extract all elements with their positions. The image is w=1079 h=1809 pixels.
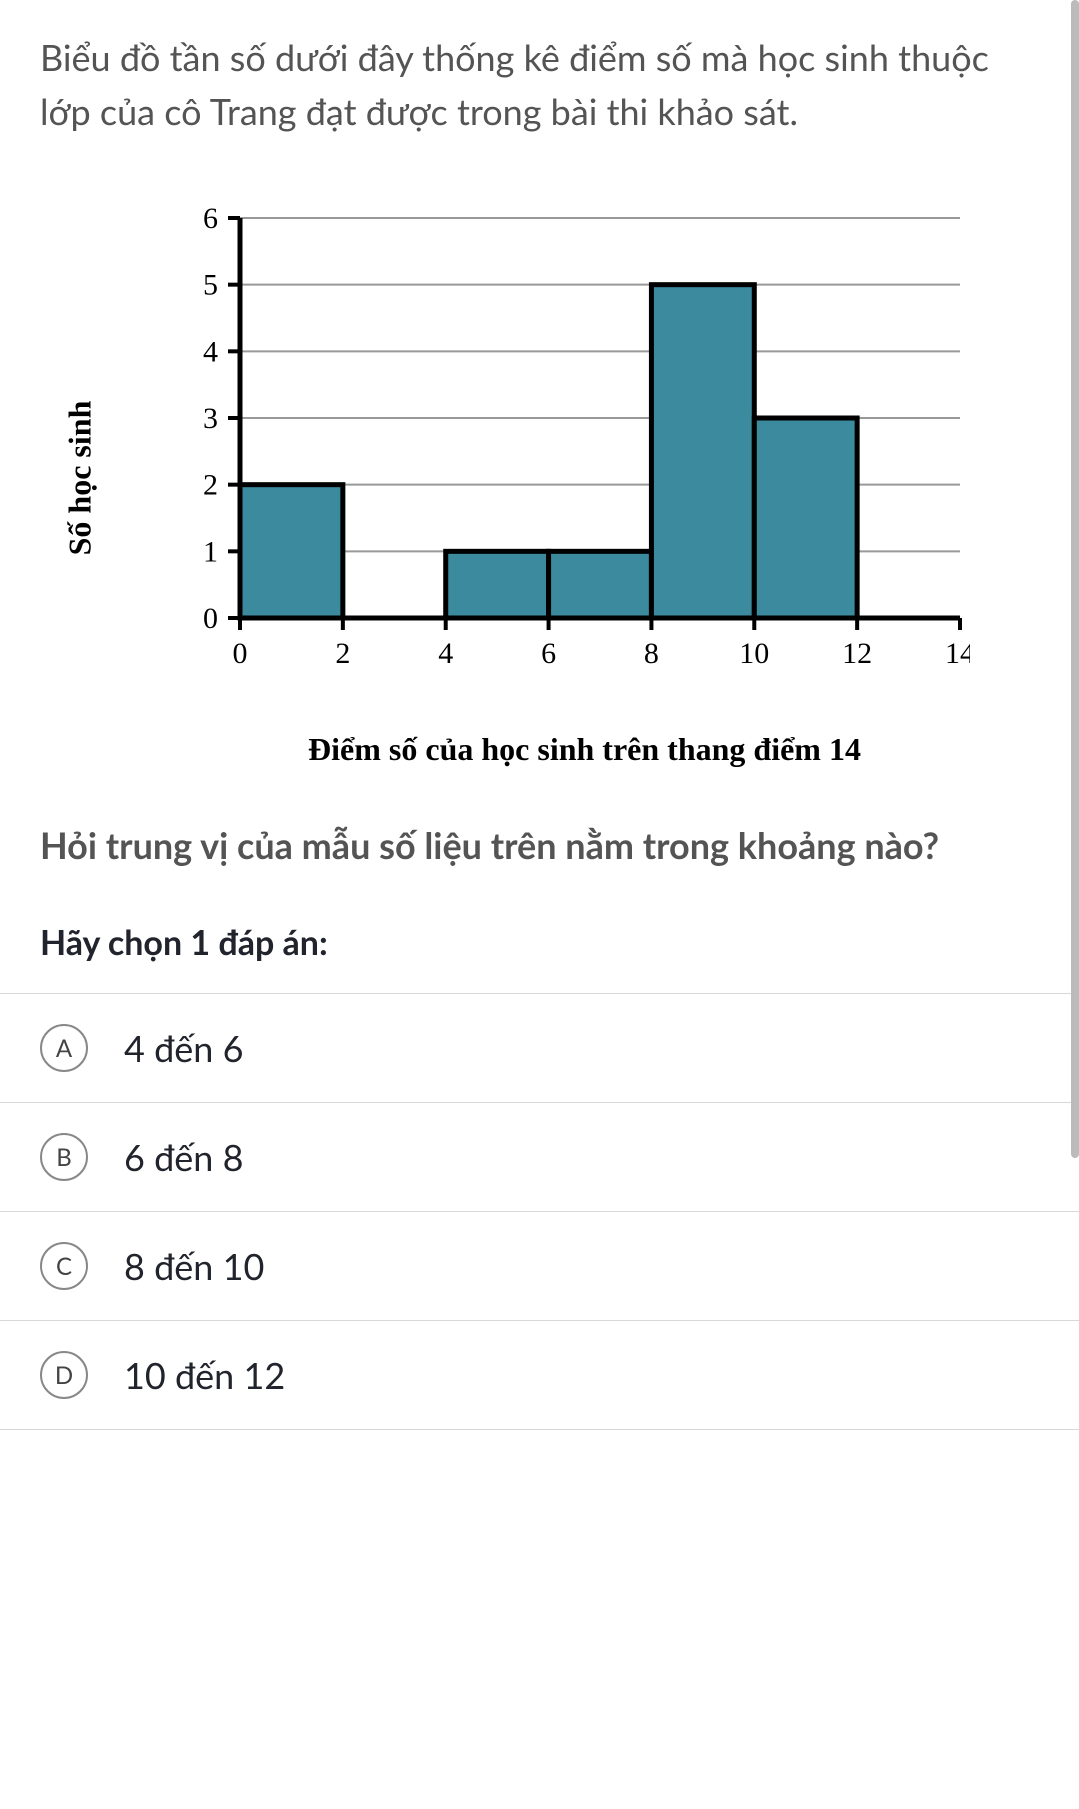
choice-letter: B [40, 1133, 88, 1181]
choice-text: 8 đến 10 [124, 1244, 264, 1288]
svg-text:5: 5 [203, 269, 218, 302]
choice-letter: C [40, 1242, 88, 1290]
svg-text:2: 2 [203, 469, 218, 502]
svg-text:0: 0 [203, 602, 218, 635]
choice-instruction: Hãy chọn 1 đáp án: [40, 922, 1039, 963]
svg-text:1: 1 [203, 535, 218, 568]
svg-text:4: 4 [203, 335, 218, 368]
choice-text: 10 đến 12 [124, 1353, 285, 1397]
svg-text:3: 3 [203, 402, 218, 435]
svg-text:8: 8 [643, 637, 658, 670]
svg-text:14: 14 [945, 637, 970, 670]
scrollbar[interactable] [1071, 0, 1079, 1158]
question-text: Biểu đồ tần số dưới đây thống kê điểm số… [40, 30, 1039, 138]
choice-option[interactable]: D 10 đến 12 [0, 1321, 1079, 1430]
svg-text:6: 6 [203, 208, 218, 235]
choice-option[interactable]: A 4 đến 6 [0, 994, 1079, 1103]
svg-text:10: 10 [739, 637, 769, 670]
followup-question: Hỏi trung vị của mẫu số liệu trên nằm tr… [40, 818, 1039, 872]
choice-option[interactable]: B 6 đến 8 [0, 1103, 1079, 1212]
choice-option[interactable]: C 8 đến 10 [0, 1212, 1079, 1321]
svg-text:0: 0 [232, 637, 247, 670]
choice-letter: D [40, 1351, 88, 1399]
svg-text:6: 6 [541, 637, 556, 670]
svg-text:4: 4 [438, 637, 453, 670]
choice-text: 4 đến 6 [124, 1026, 243, 1070]
y-axis-label: Số học sinh [61, 401, 98, 556]
chart-svg: 024681012140123456 [190, 208, 970, 678]
x-axis-label: Điểm số của học sinh trên thang điểm 14 [308, 731, 861, 768]
histogram-chart: Số học sinh 024681012140123456 Điểm số c… [90, 198, 990, 758]
svg-text:2: 2 [335, 637, 350, 670]
choice-text: 6 đến 8 [124, 1135, 243, 1179]
svg-text:12: 12 [842, 637, 872, 670]
choice-list: A 4 đến 6 B 6 đến 8 C 8 đến 10 D 10 đến 12 [0, 993, 1079, 1430]
choice-letter: A [40, 1024, 88, 1072]
